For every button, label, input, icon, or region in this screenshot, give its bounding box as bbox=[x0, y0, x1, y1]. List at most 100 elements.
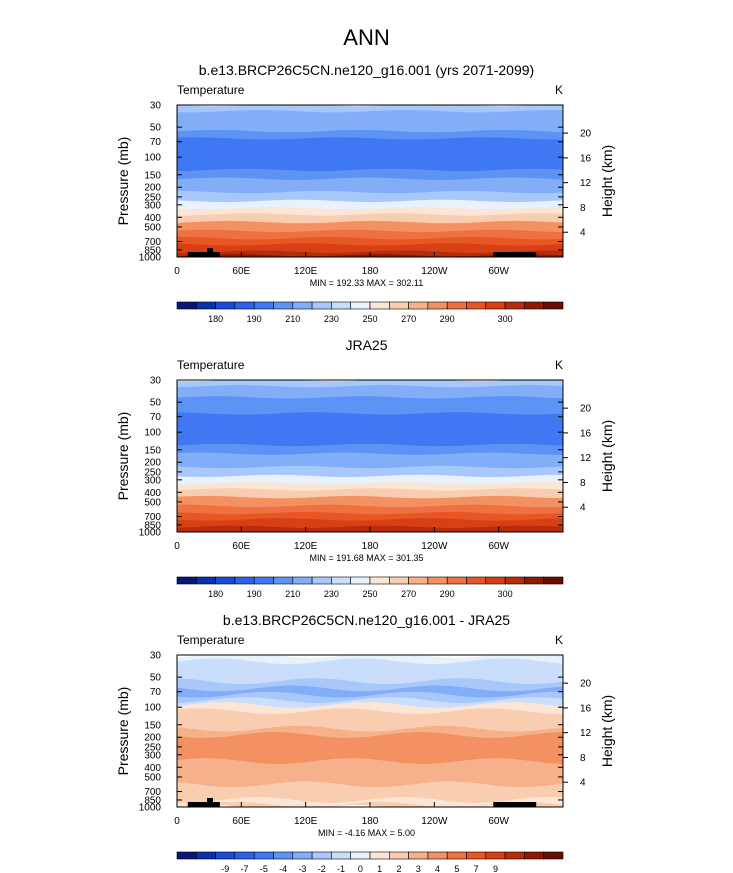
height-tick-label: 20 bbox=[580, 404, 592, 415]
colorbar-swatch bbox=[504, 301, 525, 310]
colorbar-swatch bbox=[408, 576, 429, 585]
colorbar-swatch bbox=[273, 576, 294, 585]
variable-label: Temperature bbox=[177, 633, 245, 647]
x-tick-label: 120W bbox=[421, 816, 448, 827]
topography-block bbox=[187, 252, 220, 257]
units-label: K bbox=[555, 633, 563, 647]
colorbar-swatch bbox=[466, 576, 487, 585]
stats-label: MIN = 191.68 MAX = 301.35 bbox=[309, 553, 423, 563]
contour-band bbox=[177, 739, 563, 755]
contour-band bbox=[177, 247, 563, 254]
contour-band bbox=[177, 725, 563, 739]
colorbar-swatch bbox=[446, 576, 467, 585]
colorbar-swatch bbox=[234, 576, 255, 585]
colorbar-swatch bbox=[427, 851, 448, 860]
colorbar-swatch bbox=[215, 851, 236, 860]
colorbar-label: 230 bbox=[324, 589, 339, 599]
y-tick-label: 700 bbox=[144, 787, 161, 798]
y-tick-label: 500 bbox=[144, 497, 161, 508]
colorbar-label: 210 bbox=[285, 589, 300, 599]
height-tick-label: 4 bbox=[580, 228, 586, 239]
colorbar-label: 270 bbox=[401, 589, 416, 599]
colorbar-label: 9 bbox=[493, 864, 498, 873]
x-tick-label: 0 bbox=[174, 541, 180, 552]
y-axis-label: Pressure (mb) bbox=[115, 137, 131, 226]
y-axis-label-right: Height (km) bbox=[599, 145, 615, 217]
colorbar-swatch bbox=[331, 301, 351, 310]
topography-block bbox=[187, 802, 220, 807]
colorbar-swatch bbox=[543, 301, 564, 310]
x-tick-label: 60E bbox=[232, 266, 250, 277]
contour-band bbox=[177, 669, 563, 686]
y-tick-label: 500 bbox=[144, 772, 161, 783]
x-tick-label: 120W bbox=[421, 541, 448, 552]
page-title: ANN bbox=[343, 25, 389, 50]
colorbar-label: -4 bbox=[279, 864, 287, 873]
y-tick-label: 850 bbox=[144, 520, 161, 531]
contour-band bbox=[177, 190, 563, 204]
colorbar-swatch bbox=[446, 301, 467, 310]
contour-band bbox=[177, 435, 563, 448]
colorbar-label: 7 bbox=[474, 864, 479, 873]
height-tick-label: 4 bbox=[580, 503, 586, 514]
colorbar-swatch bbox=[543, 576, 564, 585]
contour-band bbox=[177, 769, 563, 789]
height-tick-label: 16 bbox=[580, 703, 592, 714]
x-tick-label: 60W bbox=[488, 816, 509, 827]
colorbar-label: -7 bbox=[241, 864, 249, 873]
colorbar-swatch bbox=[466, 851, 487, 860]
height-tick-label: 20 bbox=[580, 129, 592, 140]
contour-band bbox=[177, 110, 563, 125]
x-tick-label: 0 bbox=[174, 266, 180, 277]
colorbar-swatch bbox=[253, 851, 274, 860]
y-axis-label-right: Height (km) bbox=[599, 695, 615, 767]
panel-title: b.e13.BRCP26C5CN.ne120_g16.001 (yrs 2071… bbox=[199, 62, 534, 78]
contour-band bbox=[177, 716, 563, 733]
y-tick-label: 850 bbox=[144, 795, 161, 806]
x-tick-label: 120E bbox=[294, 541, 318, 552]
colorbar-swatch bbox=[311, 301, 332, 310]
colorbar-swatch bbox=[388, 576, 409, 585]
colorbar-label: 5 bbox=[454, 864, 459, 873]
height-tick-label: 16 bbox=[580, 428, 592, 439]
colorbar-swatch bbox=[369, 851, 390, 860]
colorbar-label: -3 bbox=[298, 864, 306, 873]
y-tick-label: 70 bbox=[150, 137, 162, 148]
y-tick-label: 300 bbox=[144, 750, 161, 761]
colorbar-label: 250 bbox=[362, 589, 377, 599]
y-tick-label: 50 bbox=[150, 123, 162, 134]
colorbar-swatch bbox=[427, 576, 448, 585]
colorbar-label: -2 bbox=[318, 864, 326, 873]
colorbar-label: 180 bbox=[208, 314, 223, 324]
contour-field bbox=[177, 105, 563, 257]
colorbar-swatch bbox=[196, 301, 216, 310]
colorbar-label: -9 bbox=[221, 864, 229, 873]
x-tick-label: 60W bbox=[488, 541, 509, 552]
y-tick-label: 70 bbox=[150, 687, 162, 698]
y-tick-label: 50 bbox=[150, 673, 162, 684]
colorbar-swatch bbox=[524, 301, 545, 310]
y-tick-label: 700 bbox=[144, 237, 161, 248]
colorbar-label: 190 bbox=[247, 589, 262, 599]
y-tick-label: 300 bbox=[144, 200, 161, 211]
colorbar-swatch bbox=[331, 576, 351, 585]
y-axis-label: Pressure (mb) bbox=[115, 412, 131, 501]
variable-label: Temperature bbox=[177, 83, 245, 97]
x-tick-label: 60E bbox=[232, 816, 250, 827]
colorbar-swatch bbox=[369, 301, 390, 310]
variable-label: Temperature bbox=[177, 358, 245, 372]
y-tick-label: 1000 bbox=[139, 528, 162, 539]
x-tick-label: 60E bbox=[232, 541, 250, 552]
contour-band bbox=[177, 168, 563, 181]
colorbar-label: 190 bbox=[247, 314, 262, 324]
contour-band bbox=[177, 658, 563, 677]
y-tick-label: 850 bbox=[144, 245, 161, 256]
contour-band bbox=[177, 697, 563, 709]
colorbar-swatch bbox=[543, 851, 564, 860]
colorbar-label: 230 bbox=[324, 314, 339, 324]
colorbar-label: 4 bbox=[435, 864, 440, 873]
panel-title: JRA25 bbox=[345, 337, 387, 353]
x-tick-label: 180 bbox=[362, 816, 379, 827]
y-tick-label: 200 bbox=[144, 183, 161, 194]
